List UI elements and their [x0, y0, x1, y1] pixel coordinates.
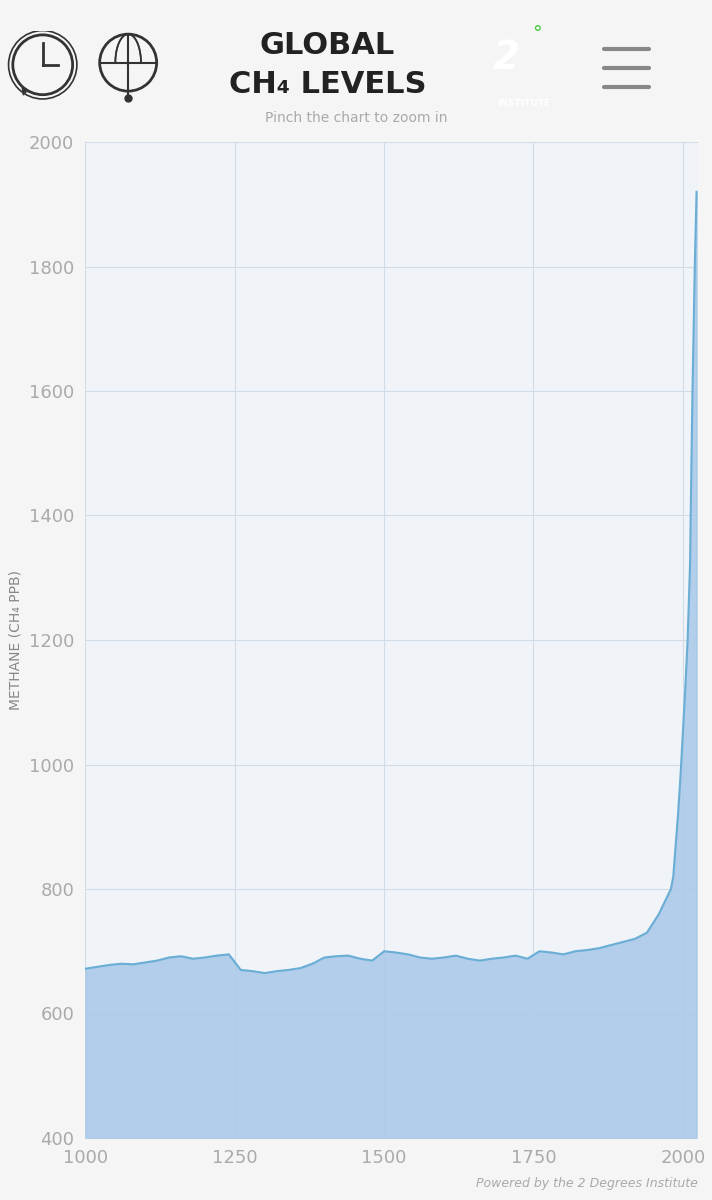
Text: Powered by the 2 Degrees Institute: Powered by the 2 Degrees Institute — [476, 1177, 698, 1190]
Text: °: ° — [533, 24, 542, 43]
Y-axis label: METHANE (CH₄ PPB): METHANE (CH₄ PPB) — [8, 570, 22, 710]
Text: 2: 2 — [493, 38, 520, 77]
Text: GLOBAL: GLOBAL — [260, 31, 395, 60]
Text: Pinch the chart to zoom in: Pinch the chart to zoom in — [265, 112, 447, 125]
Text: INSTITUTE: INSTITUTE — [497, 98, 550, 108]
Text: CH₄ LEVELS: CH₄ LEVELS — [229, 70, 426, 98]
